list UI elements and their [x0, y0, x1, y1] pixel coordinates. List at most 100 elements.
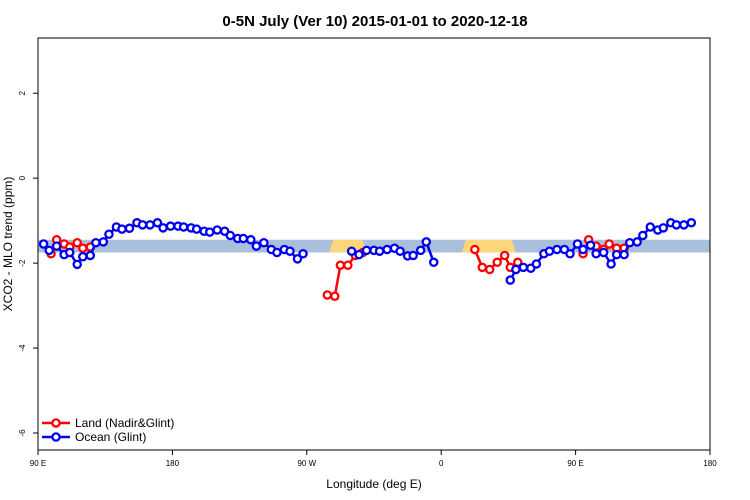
y-tick-label-3: -2 [18, 259, 27, 267]
ocean-point-1-40 [298, 249, 308, 259]
land-marker-2 [461, 239, 516, 253]
ocean-point-1-8 [85, 250, 96, 261]
ocean-point-2-13 [428, 257, 439, 268]
ocean-point-3-27 [679, 220, 689, 230]
y-tick-label-2: 0 [18, 175, 27, 180]
ocean-point-1-20 [165, 221, 176, 231]
ocean-point-2-3 [361, 245, 372, 256]
plot-layer [38, 218, 710, 301]
ocean-point-1-29 [225, 230, 236, 241]
ocean-point-1-34 [259, 237, 269, 248]
legend-marker-2 [51, 432, 61, 442]
ocean-point-1-2 [44, 245, 54, 256]
land-point-3-2 [477, 262, 488, 273]
land-point-2-1 [322, 290, 333, 300]
ocean-point-1-16 [137, 220, 148, 230]
ocean-point-2-10 [408, 250, 418, 261]
ocean-point-3-5 [531, 259, 542, 269]
ocean-point-3-7 [544, 246, 555, 256]
ocean-point-1-22 [178, 222, 189, 232]
ocean-point-1-39 [292, 254, 303, 264]
ocean-point-3-20 [632, 237, 642, 247]
land-marker-1 [329, 239, 367, 253]
ocean-point-2-11 [415, 245, 426, 256]
land-point-1-6 [78, 243, 88, 253]
ocean-point-1-33 [251, 241, 262, 251]
legend-label-1: Land (Nadir&Glint) [75, 416, 174, 430]
land-point-4-5 [604, 239, 614, 249]
legend-label-2: Ocean (Glint) [75, 430, 146, 444]
ocean-point-2-8 [395, 246, 405, 256]
ocean-point-3-17 [611, 249, 622, 260]
ocean-point-1-19 [158, 223, 168, 233]
ocean-point-3-14 [591, 249, 601, 259]
ocean-point-1-32 [246, 235, 256, 245]
ocean-point-1-3 [51, 241, 62, 251]
ocean-point-2-6 [382, 244, 392, 255]
plot-frame [37, 37, 711, 451]
ocean-point-3-2 [511, 264, 521, 275]
ocean-point-1-38 [285, 246, 295, 256]
y-tick-label-4: -4 [18, 344, 27, 352]
x-tick-label-1: 90 E [30, 459, 46, 468]
y-tick-label-1: 2 [18, 90, 27, 95]
land-point-2-4 [343, 260, 353, 270]
ocean-point-1-14 [124, 223, 135, 234]
ocean-point-3-26 [671, 220, 682, 230]
x-tick-label-5: 90 E [567, 459, 583, 468]
legend: Land (Nadir&Glint)Ocean (Glint) [42, 416, 174, 444]
ocean-point-1-1 [38, 239, 49, 249]
land-point-2-3 [335, 260, 346, 270]
ocean-point-1-17 [145, 220, 155, 230]
x-tick-label-4: 0 [439, 459, 444, 468]
x-tick-label-3: 90 W [297, 459, 316, 468]
ocean-point-2-1 [346, 246, 357, 256]
ocean-point-3-19 [624, 237, 635, 248]
land-point-3-4 [492, 257, 502, 268]
ocean-point-2-5 [374, 246, 385, 256]
ocean-point-1-6 [72, 259, 82, 270]
ocean-point-1-18 [152, 218, 163, 228]
ocean-point-1-7 [78, 251, 88, 262]
ocean-point-1-9 [91, 237, 101, 248]
chart-title: 0-5N July (Ver 10) 2015-01-01 to 2020-12… [222, 13, 527, 30]
ocean-point-3-15 [598, 247, 609, 258]
ocean-point-1-11 [104, 229, 114, 239]
ocean-point-3-24 [658, 223, 669, 233]
y-axis-label: XCO2 - MLO trend (ppm) [1, 177, 15, 312]
axis-layer: 90 E 180 90 W 0 90 E 180 2 0 -2 -4 -6 [18, 90, 717, 468]
land-point-2-2 [330, 291, 340, 301]
ocean-point-3-13 [585, 240, 596, 251]
ocean-point-1-5 [64, 247, 75, 258]
x-axis-label: Longitude (deg E) [326, 477, 421, 491]
ocean-point-3-22 [645, 222, 656, 232]
ocean-point-2-2 [354, 249, 364, 260]
ocean-point-3-16 [606, 259, 616, 269]
legend-marker-1 [51, 418, 61, 428]
ocean-point-1-31 [238, 233, 249, 244]
ocean-point-3-12 [578, 244, 588, 255]
ocean-point-3-10 [565, 249, 575, 259]
land-point-1-5 [72, 237, 82, 248]
ocean-point-1-27 [212, 225, 222, 235]
x-tick-label-2: 180 [166, 459, 180, 468]
ocean-point-1-10 [98, 237, 109, 247]
ocean-point-3-28 [686, 218, 697, 228]
ocean-point-3-8 [552, 244, 562, 255]
ocean-point-1-36 [272, 247, 282, 258]
x-tick-label-6: 180 [703, 459, 717, 468]
ocean-point-1-24 [191, 224, 202, 234]
land-point-3-3 [484, 264, 495, 275]
ocean-point-3-3 [518, 262, 529, 273]
ocean-point-1-26 [204, 227, 215, 237]
y-tick-label-5: -6 [18, 429, 27, 437]
land-point-3-5 [499, 250, 510, 261]
ocean-point-2-12 [421, 237, 432, 247]
ocean-point-3-11 [572, 239, 583, 249]
land-point-3-1 [470, 244, 480, 255]
ocean-point-3-1 [505, 275, 516, 285]
ocean-point-1-13 [117, 224, 127, 234]
ocean-point-3-21 [638, 230, 648, 241]
ocean-point-3-18 [619, 249, 629, 260]
